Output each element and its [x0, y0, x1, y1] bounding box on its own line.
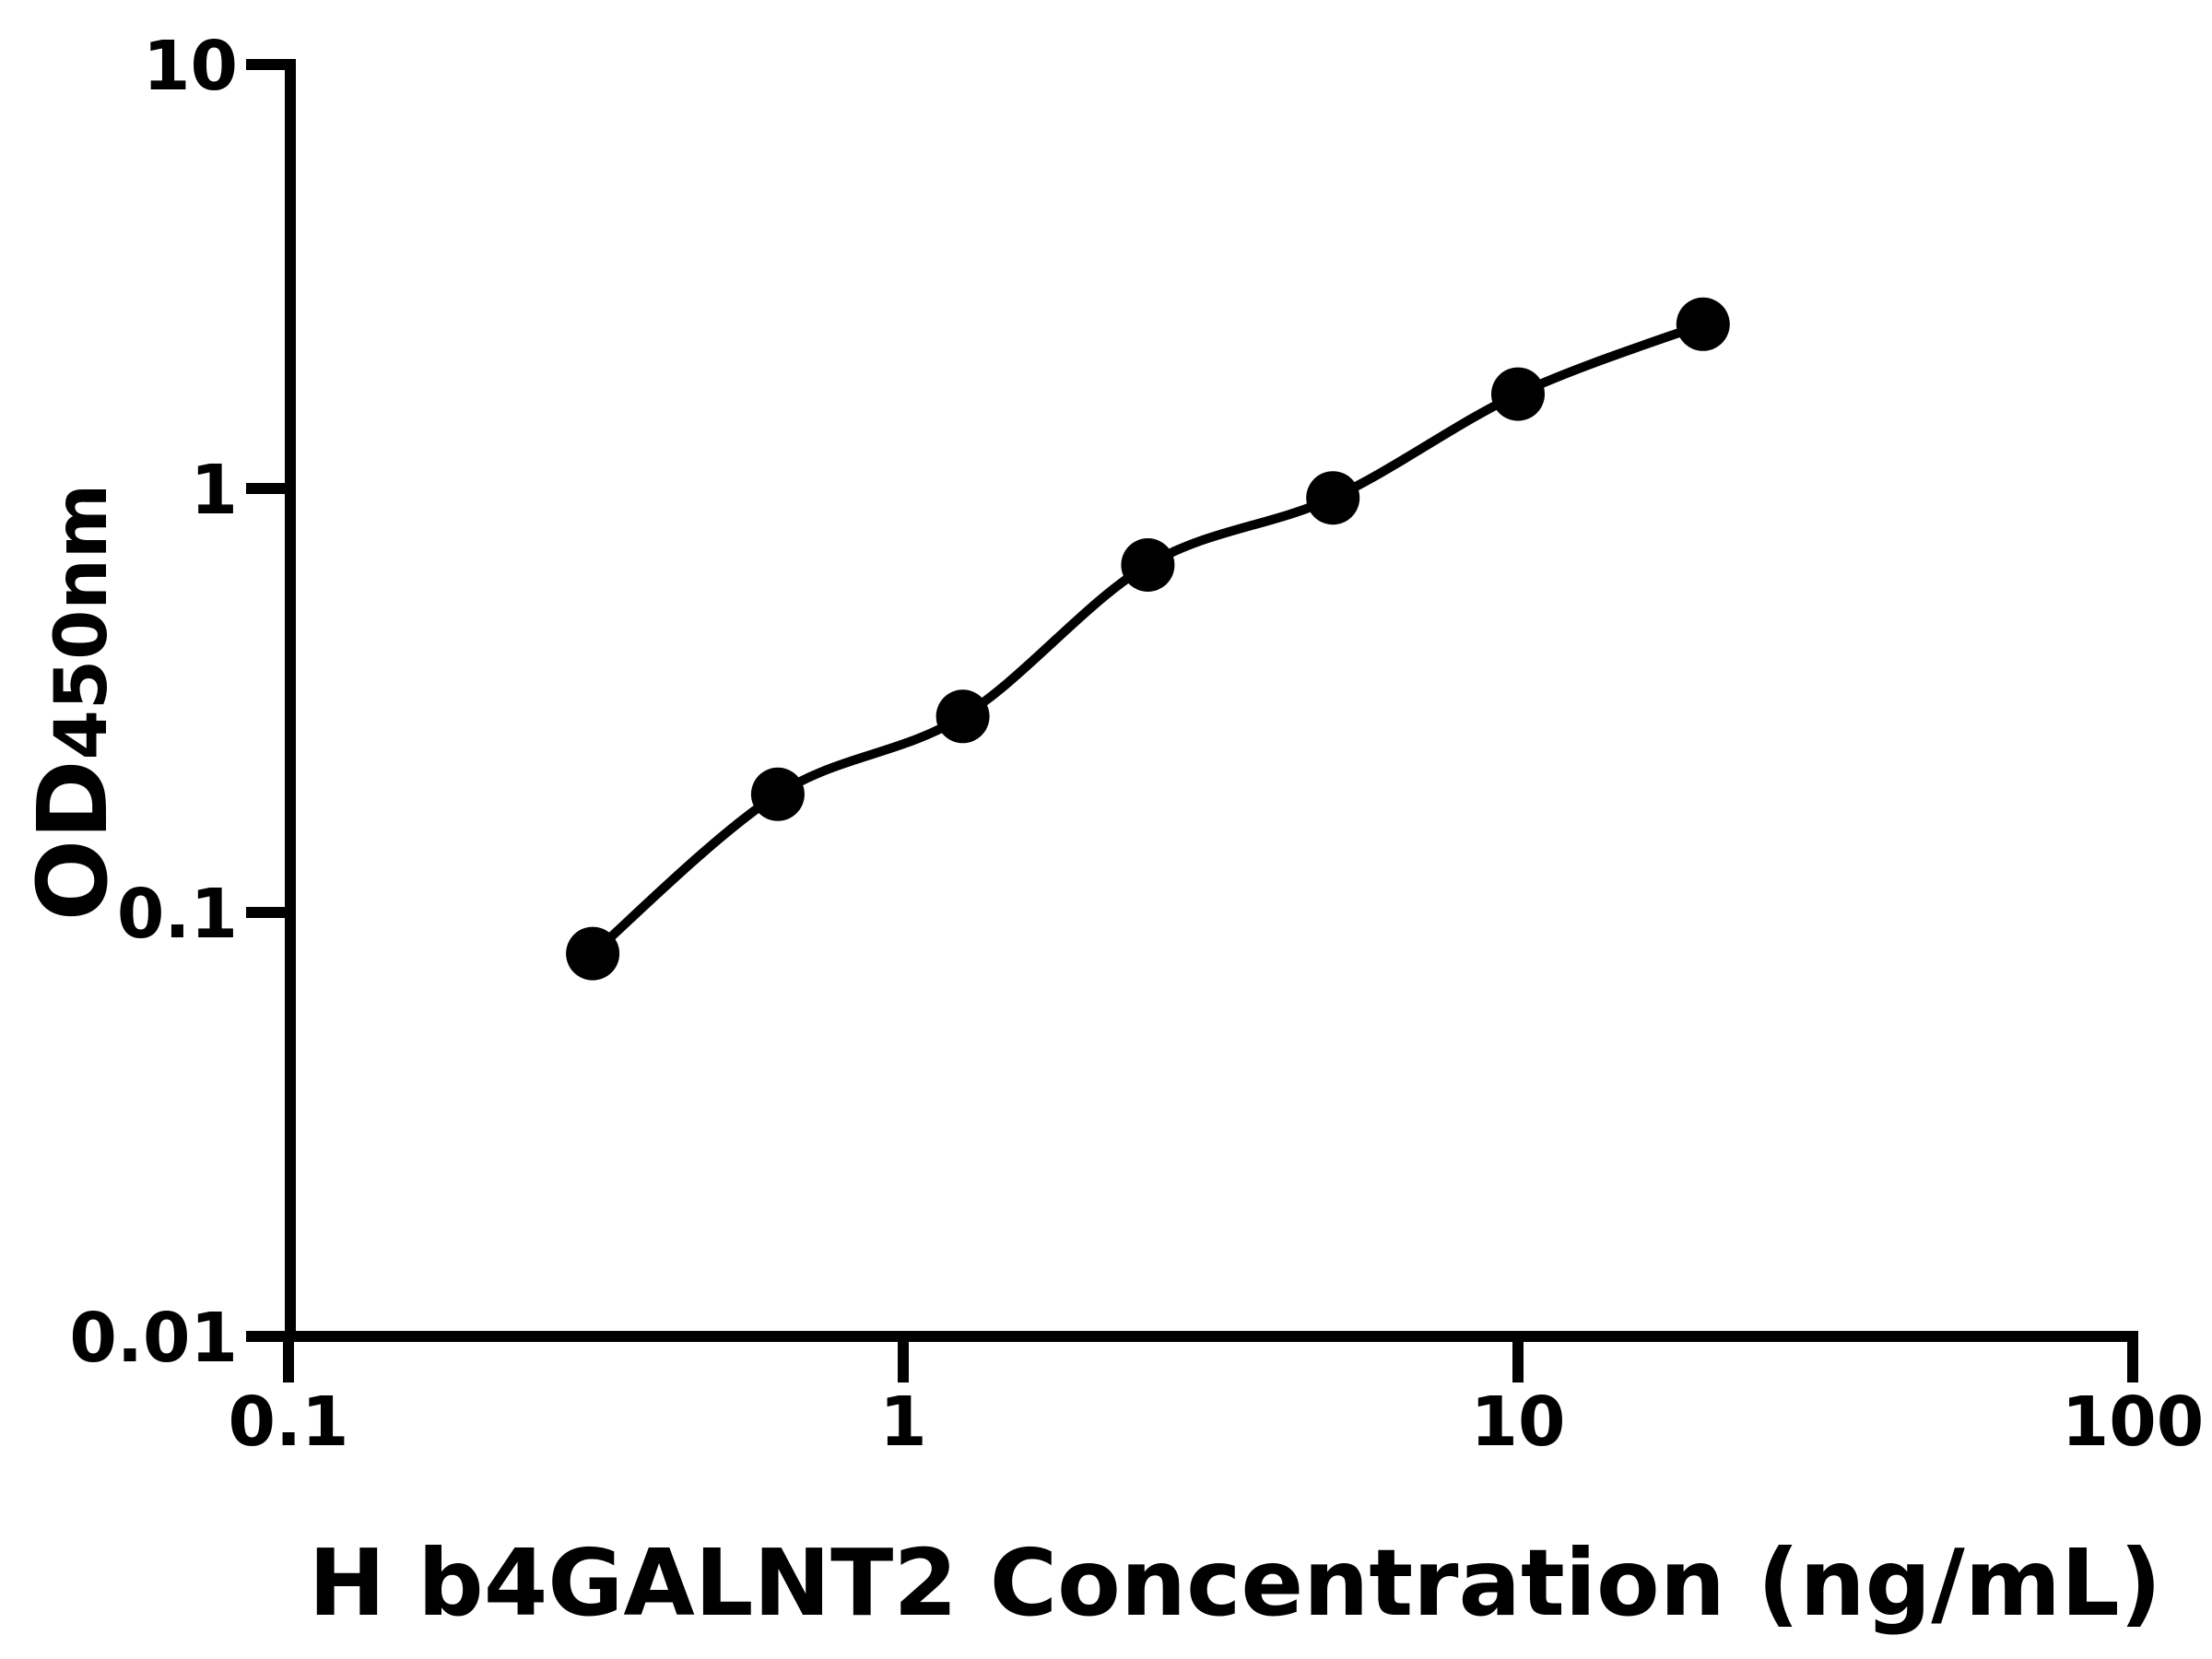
data-point — [935, 689, 990, 744]
x-tick-label: 10 — [1471, 1382, 1566, 1462]
y-tick-label: 1 — [191, 451, 239, 530]
data-point — [566, 926, 620, 981]
y-axis-title-main: OD — [17, 759, 129, 921]
x-tick-label: 100 — [2062, 1382, 2204, 1462]
y-tick-label: 10 — [143, 27, 238, 106]
y-tick-label: 0.1 — [117, 875, 238, 954]
x-tick-label: 1 — [879, 1382, 927, 1462]
x-axis-title: H b4GALNT2 Concentration (ng/mL) — [309, 1529, 2162, 1637]
data-point — [1121, 538, 1175, 592]
data-point — [1306, 471, 1360, 525]
y-tick-label: 0.01 — [69, 1299, 238, 1378]
x-tick-label: 0.1 — [228, 1382, 348, 1462]
data-point — [750, 767, 805, 821]
fitted-curve — [588, 319, 1708, 959]
data-point — [1676, 297, 1730, 351]
data-point — [1491, 367, 1545, 421]
y-axis-title: OD450nm — [17, 484, 129, 921]
y-axis-title-sub: 450nm — [41, 484, 124, 760]
